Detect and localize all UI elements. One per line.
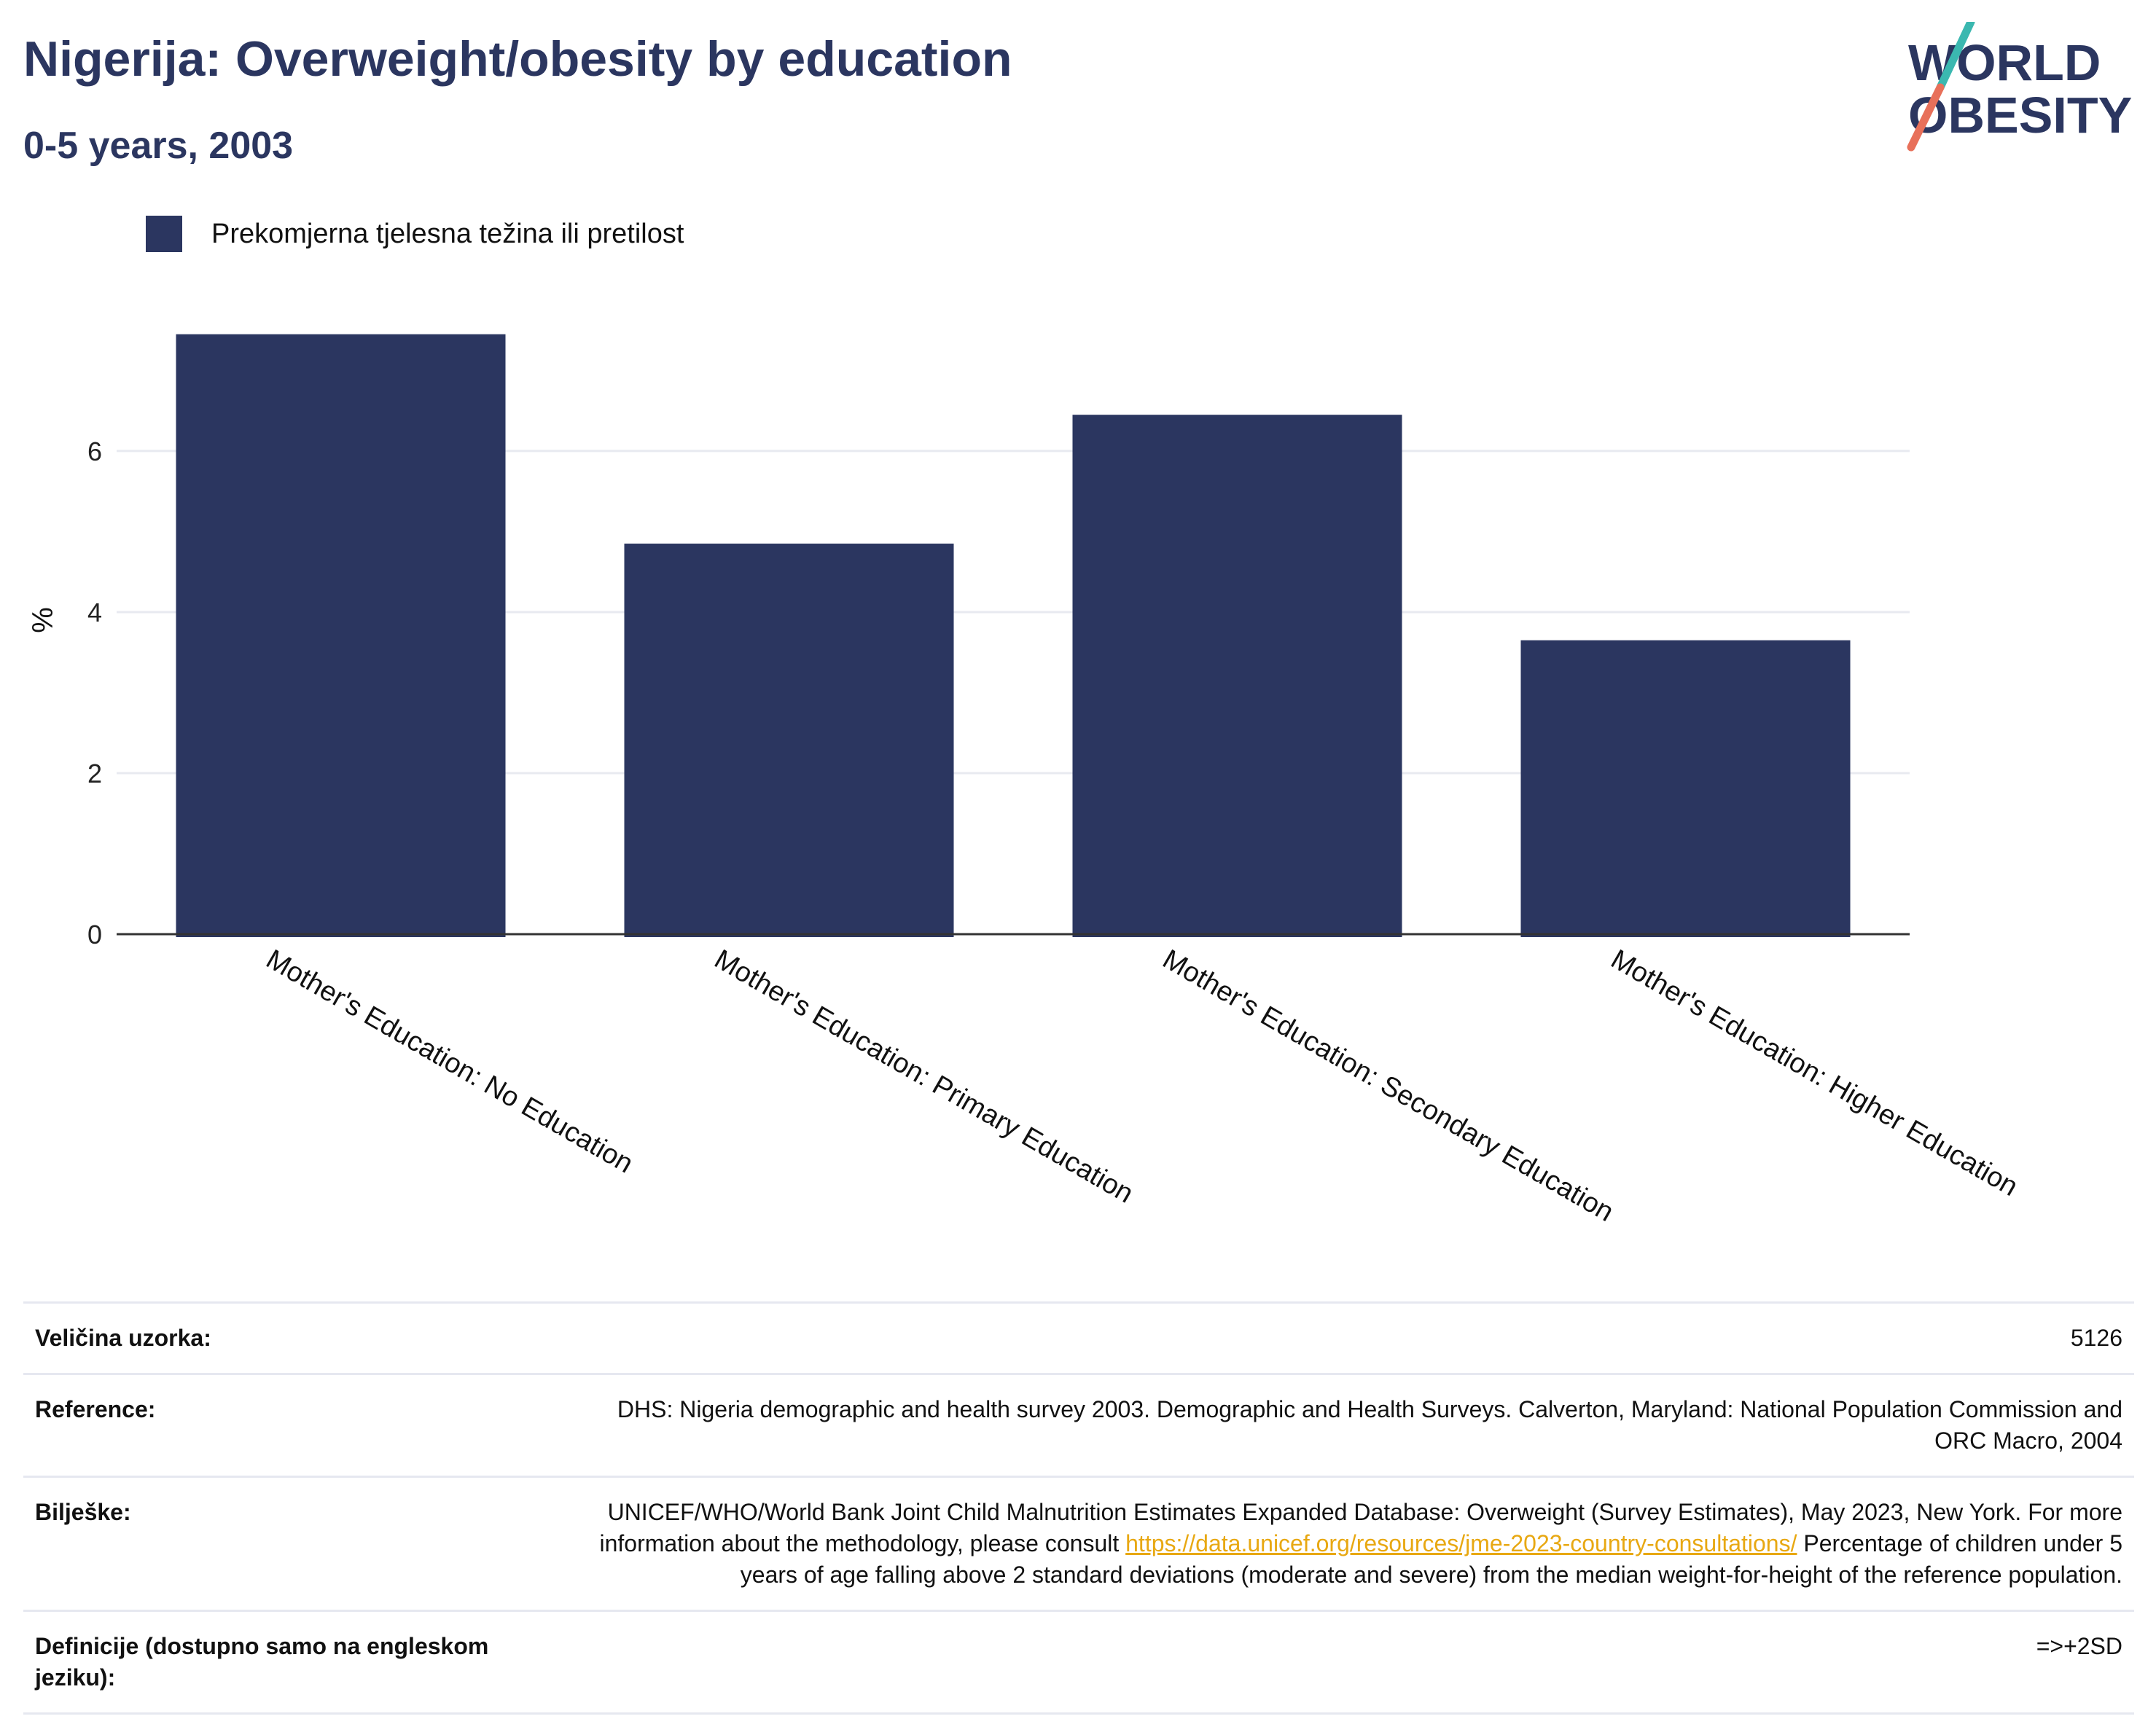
definitions-label: Definicije (dostupno samo na engleskom j… bbox=[23, 1610, 557, 1715]
info-row-reference: Reference: DHS: Nigeria demographic and … bbox=[23, 1373, 2134, 1478]
y-tick-label-1: 2 bbox=[87, 759, 102, 788]
reference-label: Reference: bbox=[23, 1373, 557, 1478]
info-row-notes: Bilješke: UNICEF/WHO/World Bank Joint Ch… bbox=[23, 1476, 2134, 1612]
logo-line2: OBESITY bbox=[1908, 87, 2132, 144]
y-axis-label: % bbox=[27, 607, 59, 633]
x-category-label-0: Mother's Education: No Education bbox=[261, 944, 638, 1179]
info-row-sample: Veličina uzorka: 5126 bbox=[23, 1301, 2134, 1375]
bar-3[interactable] bbox=[1520, 640, 1851, 937]
notes-text-post: Percentage of children under 5 years of … bbox=[740, 1530, 2122, 1588]
sample-size-value: 5126 bbox=[557, 1301, 2134, 1375]
legend-swatch bbox=[146, 216, 182, 252]
methodology-link[interactable]: https://data.unicef.org/resources/jme-20… bbox=[1125, 1530, 1797, 1556]
bars-layer bbox=[176, 334, 1851, 937]
legend: Prekomjerna tjelesna težina ili pretilos… bbox=[146, 216, 684, 252]
x-category-label-2: Mother's Education: Secondary Education bbox=[1157, 944, 1619, 1228]
reference-value: DHS: Nigeria demographic and health surv… bbox=[557, 1373, 2134, 1478]
chart-title: Nigerija: Overweight/obesity by educatio… bbox=[23, 31, 1012, 87]
sample-size-label: Veličina uzorka: bbox=[23, 1301, 557, 1375]
x-category-label-1: Mother's Education: Primary Education bbox=[709, 944, 1138, 1209]
notes-label: Bilješke: bbox=[23, 1476, 557, 1612]
y-tick-label-2: 4 bbox=[87, 598, 102, 627]
x-category-label-3: Mother's Education: Higher Education bbox=[1606, 944, 2023, 1202]
logo-line1: WORLD bbox=[1908, 34, 2101, 91]
chart-subtitle: 0-5 years, 2003 bbox=[23, 125, 294, 167]
y-tick-label-0: 0 bbox=[87, 920, 102, 949]
info-row-definitions: Definicije (dostupno samo na engleskom j… bbox=[23, 1610, 2134, 1715]
notes-text-pre: UNICEF/WHO/World Bank Joint Child Malnut… bbox=[599, 1499, 2122, 1556]
world-obesity-logo: WORLD OBESITY bbox=[1907, 22, 2132, 152]
bar-0[interactable] bbox=[176, 334, 506, 937]
info-table: Veličina uzorka: 5126 Reference: DHS: Ni… bbox=[23, 1301, 2134, 1715]
bar-1[interactable] bbox=[624, 544, 954, 937]
y-tick-label-3: 6 bbox=[87, 436, 102, 466]
bar-2[interactable] bbox=[1072, 415, 1402, 937]
legend-label: Prekomjerna tjelesna težina ili pretilos… bbox=[211, 218, 684, 249]
definitions-value: =>+2SD bbox=[557, 1610, 2134, 1715]
bar-chart: 0 2 4 6 Mother's Education: No Education Moth… bbox=[27, 334, 2023, 1228]
notes-value: UNICEF/WHO/World Bank Joint Child Malnut… bbox=[557, 1476, 2134, 1612]
